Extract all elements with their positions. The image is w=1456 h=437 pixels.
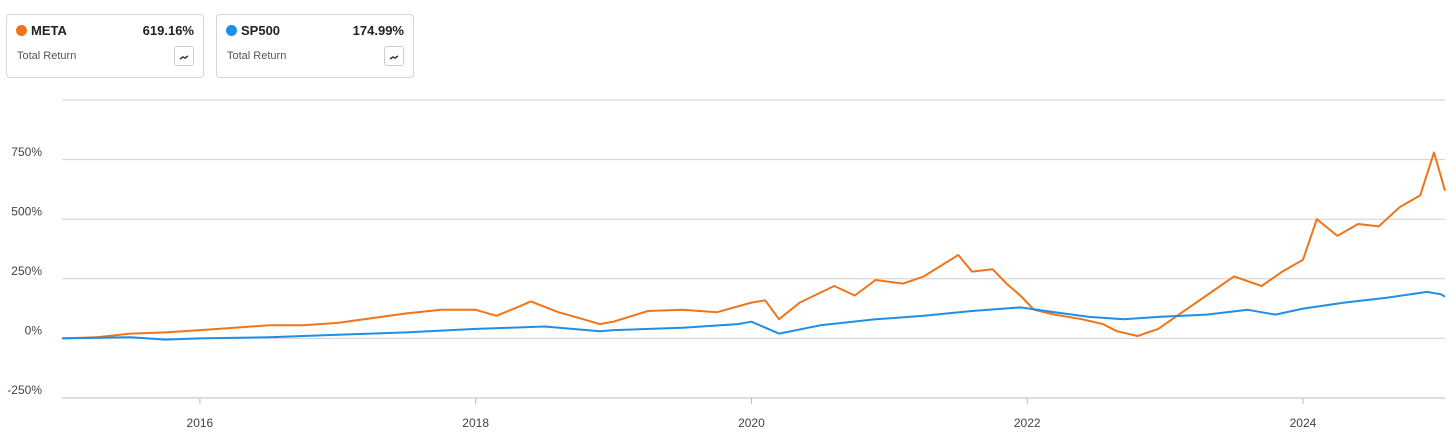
legend-metric: Total Return: [17, 50, 77, 62]
y-tick-label: 0%: [25, 324, 43, 338]
series-line: [61, 290, 1446, 341]
legend-value: 174.99%: [352, 23, 404, 38]
x-tick-label: 2024: [1290, 416, 1317, 430]
series-line: [61, 151, 1446, 340]
legend-dot: [226, 25, 237, 36]
legend-card[interactable]: SP500 174.99% Total Return: [216, 14, 414, 78]
y-tick-label: 750%: [11, 145, 42, 159]
icon: [389, 55, 399, 60]
icon: [179, 55, 189, 60]
chart-toggle-button[interactable]: [174, 46, 194, 66]
legend-dot: [16, 25, 27, 36]
x-tick-label: 2020: [738, 416, 765, 430]
y-tick-label: 250%: [11, 264, 42, 278]
x-tick-label: 2016: [187, 416, 214, 430]
legend-metric: Total Return: [227, 50, 287, 62]
legend-name: META: [31, 23, 67, 38]
legend-card[interactable]: META 619.16% Total Return: [6, 14, 204, 78]
x-tick-label: 2018: [462, 416, 489, 430]
x-tick-label: 2022: [1014, 416, 1041, 430]
y-tick-label: -250%: [7, 383, 42, 397]
legend-name: SP500: [241, 23, 281, 38]
legend-value: 619.16%: [142, 23, 194, 38]
chart-toggle-button[interactable]: [384, 46, 404, 66]
y-tick-label: 500%: [11, 204, 42, 218]
